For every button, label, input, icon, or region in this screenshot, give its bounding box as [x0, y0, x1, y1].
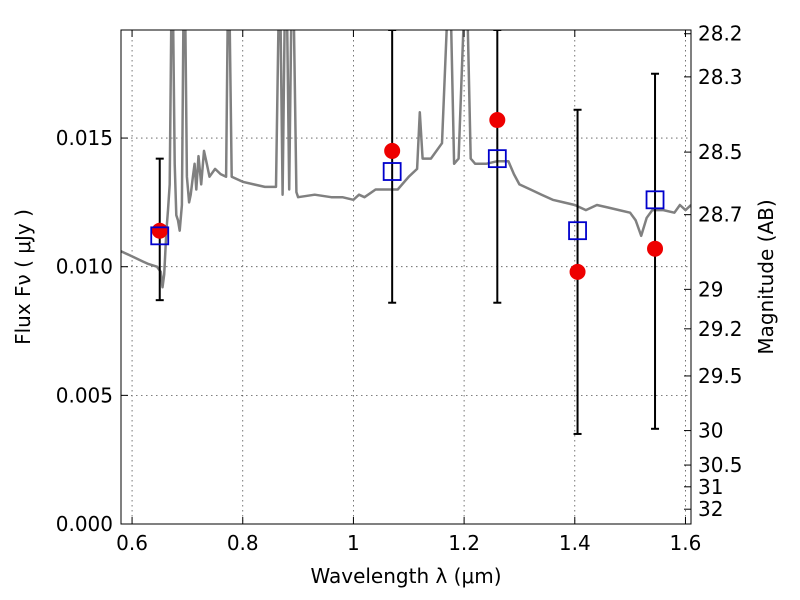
- mag-tick-label: 28.7: [698, 203, 743, 227]
- observed-point: [151, 222, 168, 239]
- model-spectrum: [121, 30, 691, 289]
- mag-tick-label: 30.5: [698, 453, 743, 477]
- plot-frame: [120, 29, 692, 525]
- data-markers: [150, 112, 665, 280]
- mag-tick-label: 29.2: [698, 317, 743, 341]
- x-tick-label: 1.6: [670, 531, 702, 555]
- mag-tick-label: 29.5: [698, 364, 743, 388]
- mag-tick-label: 28.5: [698, 140, 743, 164]
- y-tick-label: 0.010: [56, 255, 113, 279]
- x-tick-label: 1: [347, 531, 360, 555]
- x-tick-label: 0.6: [116, 531, 148, 555]
- model-point: [382, 162, 402, 181]
- axis-ticks: [121, 30, 691, 525]
- magnitude-axis-label: Magnitude (AB): [754, 199, 778, 354]
- y-axis-label: Flux Fν ( μJy ): [11, 209, 35, 345]
- x-tick-label: 1.4: [559, 531, 591, 555]
- model-point: [568, 221, 587, 241]
- model-point: [645, 190, 665, 210]
- observed-point: [569, 263, 586, 280]
- x-tick-label: 1.2: [448, 531, 480, 555]
- observed-point: [489, 112, 506, 129]
- y-tick-label: 0.000: [56, 512, 113, 536]
- tick-labels: 0.6 0.8 1 1.2 1.4 1.6 0.000 0.005 0.010 0.015 28.2…: [56, 22, 743, 555]
- model-point: [150, 226, 170, 246]
- spectrum-line: [121, 30, 691, 289]
- mag-tick-label: 30: [698, 419, 723, 443]
- mag-tick-label: 28.2: [698, 22, 743, 46]
- x-axis-label: Wavelength λ (μm): [310, 564, 501, 588]
- y-tick-label: 0.015: [56, 126, 113, 150]
- mag-tick-label: 32: [698, 497, 723, 521]
- observed-point: [647, 240, 664, 257]
- grid: [121, 30, 691, 525]
- observed-point: [384, 142, 401, 159]
- mag-tick-label: 29: [698, 277, 723, 301]
- mag-tick-label: 31: [698, 475, 723, 499]
- mag-tick-label: 28.3: [698, 65, 743, 89]
- model-point: [487, 149, 507, 169]
- x-tick-label: 0.8: [227, 531, 259, 555]
- y-tick-label: 0.005: [56, 383, 113, 407]
